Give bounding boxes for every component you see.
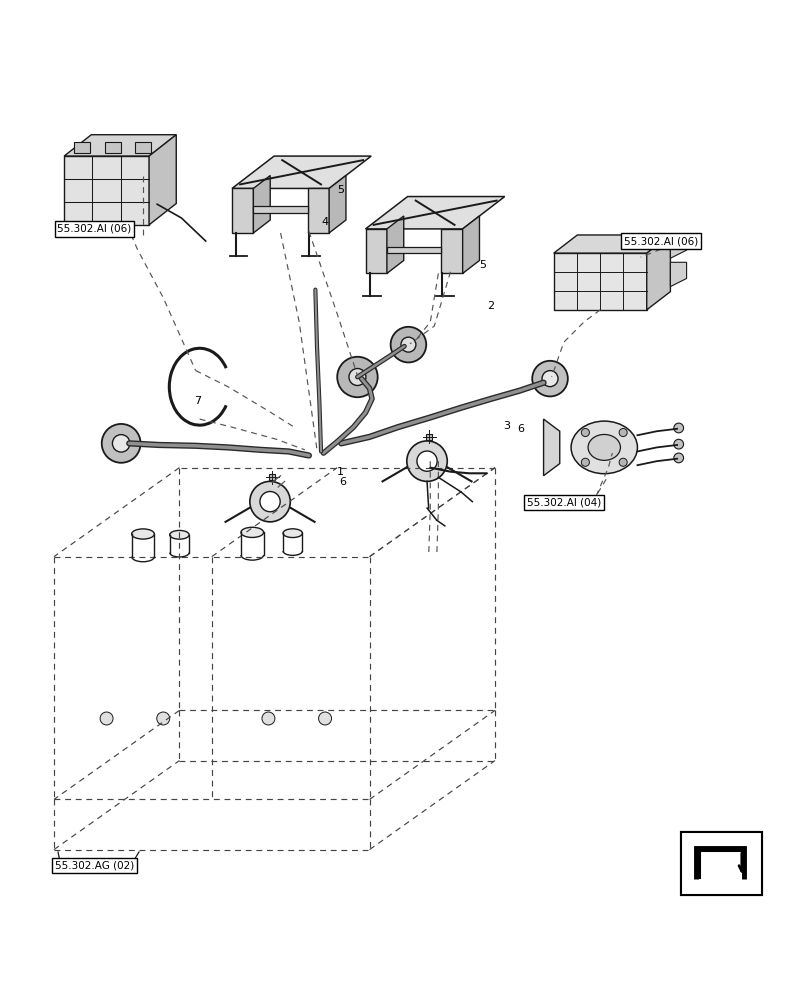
Circle shape xyxy=(260,492,280,512)
Polygon shape xyxy=(553,235,670,253)
Text: 6: 6 xyxy=(339,477,346,487)
Ellipse shape xyxy=(570,421,637,474)
Polygon shape xyxy=(232,156,371,188)
FancyBboxPatch shape xyxy=(135,142,152,153)
Polygon shape xyxy=(232,188,253,233)
Text: 5: 5 xyxy=(478,260,485,270)
Circle shape xyxy=(157,712,169,725)
Circle shape xyxy=(542,371,557,387)
Circle shape xyxy=(349,369,366,385)
Polygon shape xyxy=(253,176,270,233)
Polygon shape xyxy=(462,216,478,273)
Text: 7: 7 xyxy=(194,396,201,406)
Circle shape xyxy=(401,337,415,352)
Polygon shape xyxy=(646,235,670,310)
Circle shape xyxy=(390,327,426,362)
Text: 55.302.AI (06): 55.302.AI (06) xyxy=(623,236,697,246)
Polygon shape xyxy=(440,229,462,273)
Text: 55.302.AG (02): 55.302.AG (02) xyxy=(55,861,134,871)
Circle shape xyxy=(101,424,140,463)
Text: 1: 1 xyxy=(337,467,344,477)
Circle shape xyxy=(406,441,447,481)
Polygon shape xyxy=(553,253,646,310)
Polygon shape xyxy=(365,197,504,229)
Polygon shape xyxy=(328,176,345,233)
Polygon shape xyxy=(670,262,686,287)
Circle shape xyxy=(673,453,683,463)
Polygon shape xyxy=(64,156,149,225)
FancyBboxPatch shape xyxy=(680,832,761,895)
Circle shape xyxy=(112,435,130,452)
FancyBboxPatch shape xyxy=(680,832,761,895)
Text: 55.302.AI (06): 55.302.AI (06) xyxy=(58,224,131,234)
Circle shape xyxy=(618,458,626,466)
FancyBboxPatch shape xyxy=(105,142,121,153)
Ellipse shape xyxy=(241,527,264,537)
Circle shape xyxy=(250,481,290,522)
Polygon shape xyxy=(307,188,328,233)
Circle shape xyxy=(618,428,626,437)
Ellipse shape xyxy=(283,529,302,538)
Circle shape xyxy=(673,439,683,449)
Polygon shape xyxy=(670,234,686,258)
Text: 5: 5 xyxy=(337,185,344,195)
Circle shape xyxy=(100,712,113,725)
Text: 3: 3 xyxy=(503,421,509,431)
Circle shape xyxy=(673,423,683,433)
Polygon shape xyxy=(386,247,440,253)
Circle shape xyxy=(416,451,436,471)
Circle shape xyxy=(337,357,377,397)
FancyBboxPatch shape xyxy=(74,142,90,153)
Polygon shape xyxy=(149,135,176,225)
Polygon shape xyxy=(64,135,176,156)
Text: 6: 6 xyxy=(517,424,524,434)
Polygon shape xyxy=(386,216,403,273)
Circle shape xyxy=(318,712,331,725)
Polygon shape xyxy=(543,419,559,476)
Ellipse shape xyxy=(169,530,189,539)
Ellipse shape xyxy=(587,434,620,460)
Ellipse shape xyxy=(131,529,154,539)
Text: 55.302.AI (04): 55.302.AI (04) xyxy=(526,497,600,507)
Polygon shape xyxy=(734,867,753,882)
Polygon shape xyxy=(253,206,307,213)
Text: 4: 4 xyxy=(320,217,328,227)
Circle shape xyxy=(581,428,589,437)
Polygon shape xyxy=(365,229,386,273)
Text: 2: 2 xyxy=(487,301,493,311)
Circle shape xyxy=(262,712,275,725)
Circle shape xyxy=(531,361,567,396)
Circle shape xyxy=(581,458,589,466)
